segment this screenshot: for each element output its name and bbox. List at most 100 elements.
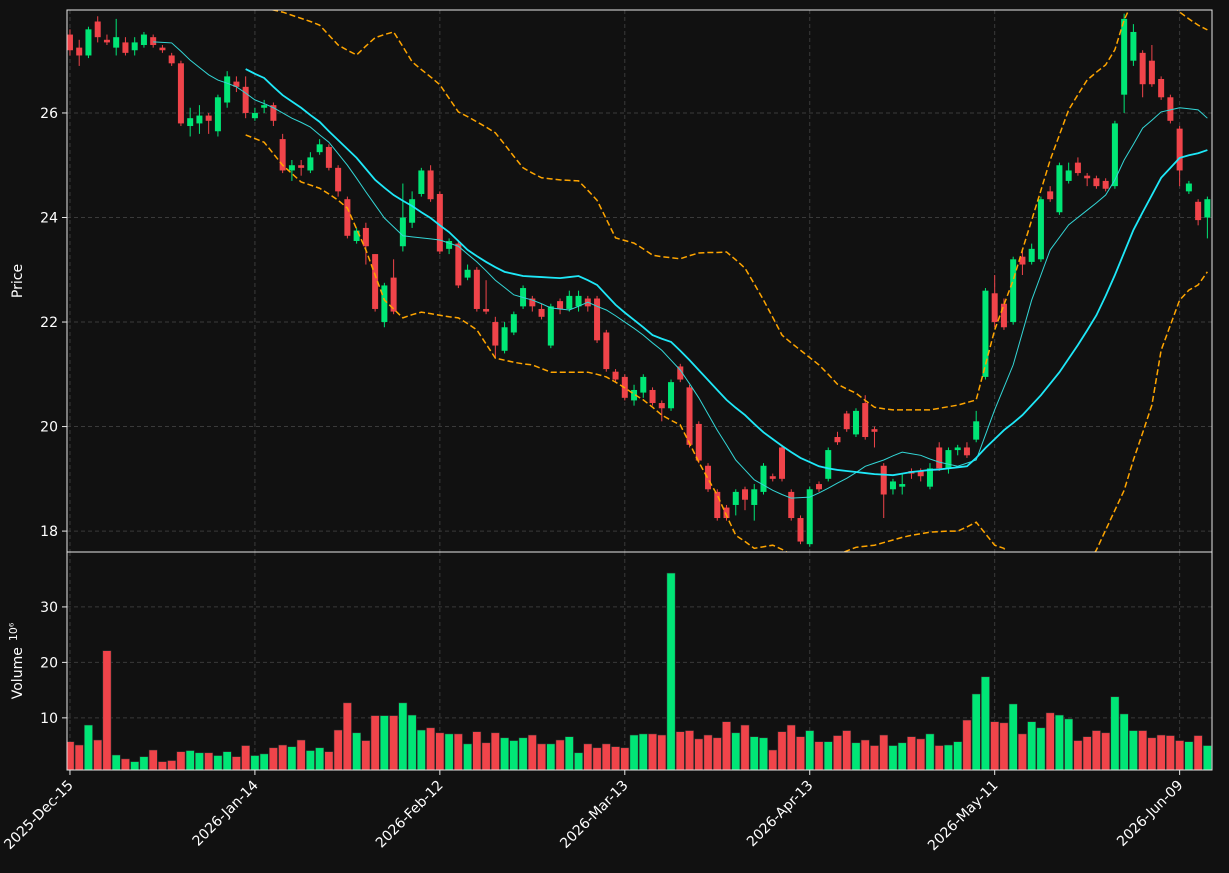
candle-body	[899, 484, 906, 487]
volume-bar	[343, 702, 352, 770]
volume-bar	[315, 747, 324, 770]
volume-bar	[777, 731, 787, 770]
volume-bar	[121, 758, 130, 770]
candle-body	[288, 165, 295, 171]
volume-bar	[768, 749, 778, 770]
volume-bar	[805, 730, 815, 770]
candle-body	[1195, 201, 1202, 221]
candle-body	[760, 465, 767, 492]
volume-bar	[148, 749, 158, 770]
candle-body	[797, 518, 804, 542]
candle-body	[418, 170, 425, 194]
volume-bar	[490, 732, 500, 770]
volume-bar	[1008, 703, 1018, 770]
candle-body	[279, 139, 286, 171]
y-tick-label: 20	[40, 655, 58, 671]
candle-body	[76, 47, 83, 56]
candle-body	[159, 47, 166, 51]
volume-bar	[287, 746, 297, 770]
volume-bar	[93, 739, 103, 770]
candle-body	[1093, 178, 1100, 187]
volume-bar	[1064, 718, 1074, 770]
candle-body	[224, 76, 231, 103]
volume-bar	[1018, 733, 1027, 770]
candle-body	[196, 115, 203, 124]
volume-bar	[527, 734, 537, 770]
volume-bar	[1203, 745, 1212, 770]
volume-bar	[731, 732, 741, 770]
candle-body	[399, 217, 406, 247]
candle-body	[85, 29, 92, 56]
volume-bar	[1193, 735, 1203, 770]
volume-bar	[999, 722, 1009, 770]
candle-body	[575, 295, 582, 307]
volume-bar	[962, 719, 972, 770]
volume-bar	[1073, 740, 1083, 770]
volume-bar	[278, 744, 287, 770]
volume-bar	[352, 732, 361, 770]
candle-body	[880, 465, 887, 495]
y-axis-title: Price	[10, 264, 26, 298]
candle-body	[483, 308, 490, 312]
candle-body	[945, 450, 952, 469]
candle-body	[1028, 248, 1035, 262]
volume-label: Volume	[10, 647, 26, 699]
volume-bar	[518, 737, 528, 770]
candle-body	[1047, 191, 1054, 200]
price-panel	[67, 10, 1211, 552]
volume-bar	[981, 676, 990, 770]
volume-bar	[1175, 740, 1184, 770]
volume-bar	[971, 693, 981, 770]
candle-body	[344, 199, 351, 236]
volume-bar	[130, 761, 140, 770]
candle-body	[640, 376, 647, 393]
volume-bar	[897, 742, 907, 770]
volume-bar	[1055, 714, 1064, 770]
volume-bar	[703, 734, 713, 770]
y-tick-label: 30	[40, 600, 58, 616]
candle-body	[843, 413, 850, 430]
volume-bar	[481, 742, 491, 770]
volume-bar	[398, 702, 408, 770]
volume-bar	[1036, 727, 1046, 770]
candle-body	[214, 97, 221, 132]
volume-bar	[740, 724, 750, 770]
volume-bar	[694, 738, 704, 770]
volume-bar	[1156, 734, 1166, 770]
candle-body	[270, 105, 277, 121]
candle-body	[464, 269, 471, 278]
candle-body	[205, 115, 212, 121]
candle-body	[510, 314, 517, 333]
volume-bar	[195, 752, 204, 770]
candle-body	[723, 507, 730, 519]
volume-bar	[712, 737, 722, 770]
volume-unit: 10⁶	[7, 622, 20, 641]
candle-body	[298, 165, 305, 168]
candle-body	[871, 429, 878, 432]
volume-bar	[925, 733, 935, 770]
volume-bar	[620, 747, 630, 770]
candle-body	[852, 410, 859, 435]
overlay-line	[245, 68, 1208, 477]
candle-body	[806, 489, 813, 545]
volume-bar	[1110, 696, 1120, 770]
candle-body	[427, 170, 434, 200]
volume-bar	[786, 724, 796, 770]
volume-frame	[66, 551, 1213, 771]
candle-body	[982, 290, 989, 377]
volume-bar	[111, 754, 121, 770]
volume-bar	[1045, 712, 1055, 770]
candle-body	[381, 285, 388, 323]
volume-bar	[139, 756, 149, 770]
volume-bar	[370, 715, 380, 770]
candle-body	[603, 332, 610, 370]
candle-body	[150, 37, 157, 46]
candle-body	[658, 403, 665, 409]
candle-body	[788, 491, 795, 519]
volume-bar	[1101, 732, 1111, 770]
volume-bar	[463, 743, 472, 770]
candle-body	[825, 450, 832, 479]
candle-body	[1148, 60, 1155, 85]
volume-bar	[888, 745, 898, 770]
